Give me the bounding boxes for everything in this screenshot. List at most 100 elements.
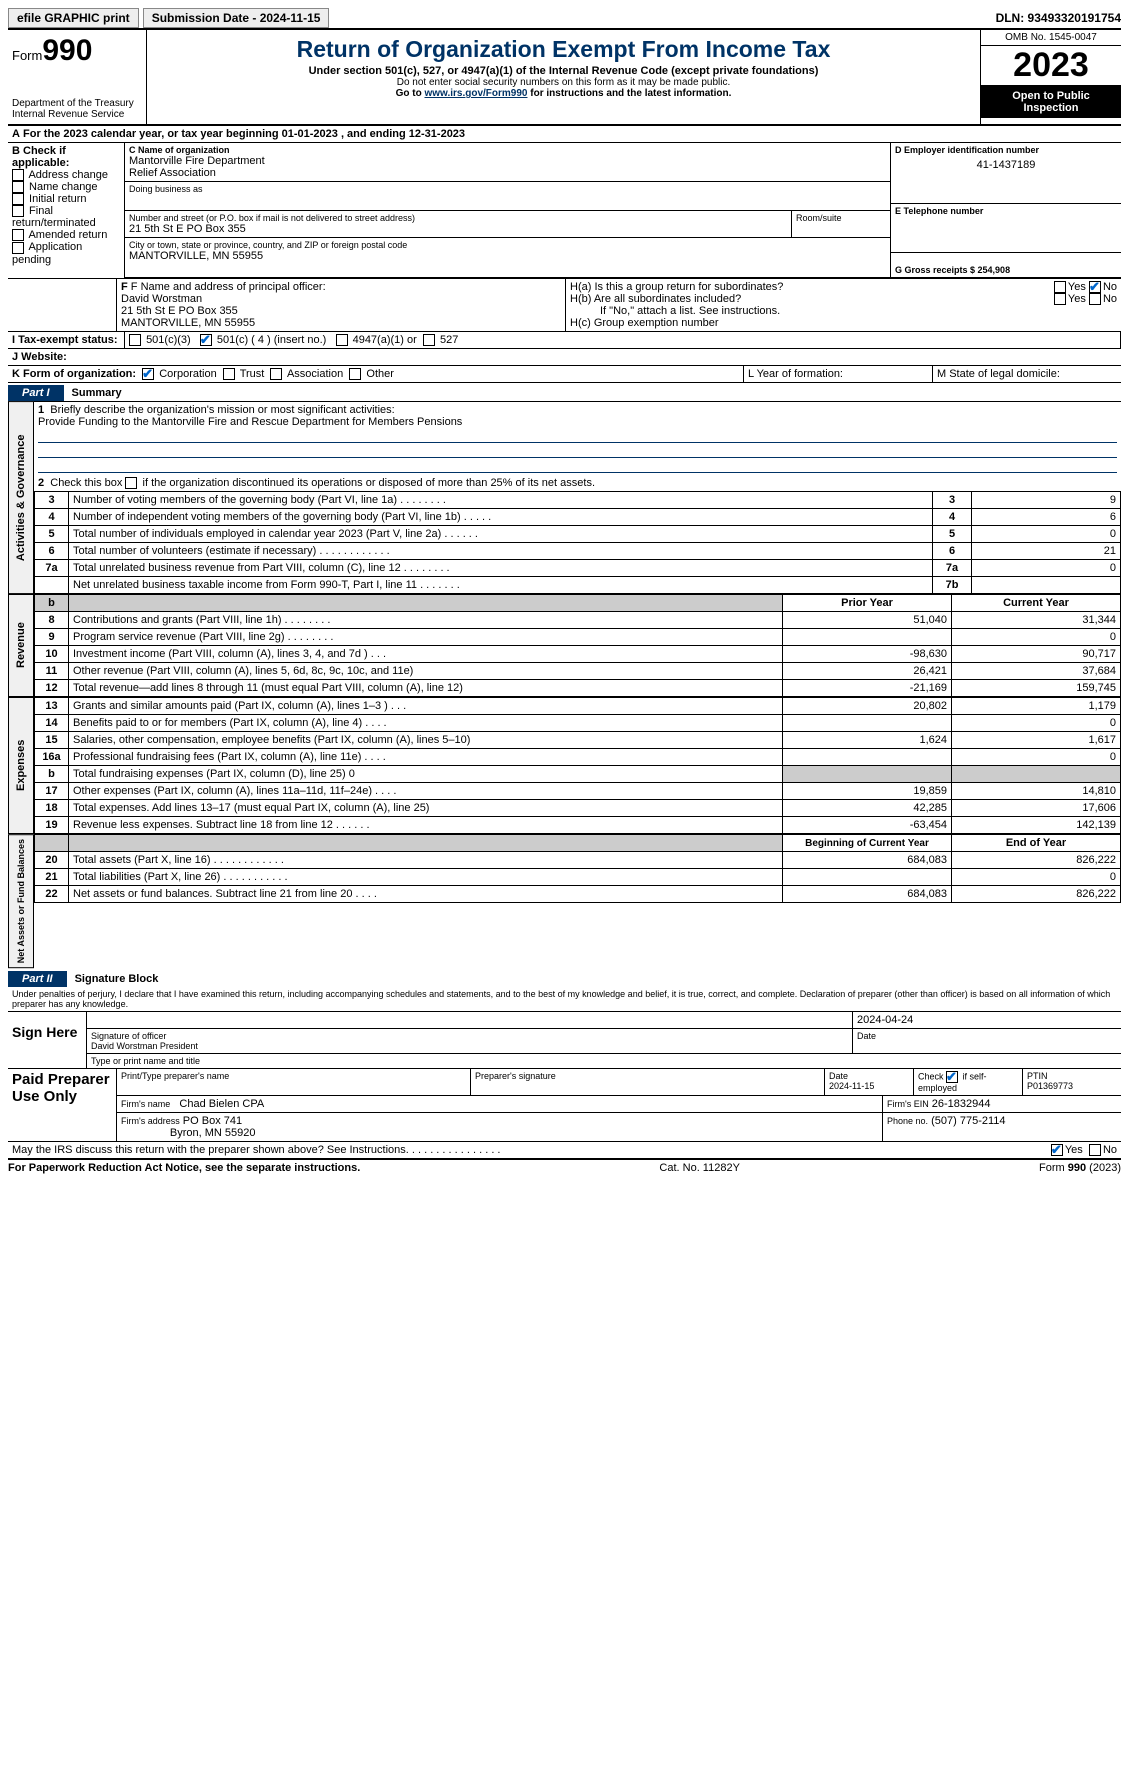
box-b-label: B Check if applicable: — [12, 145, 120, 169]
begin-year-header: Beginning of Current Year — [783, 835, 952, 852]
efile-button[interactable]: efile GRAPHIC print — [8, 8, 139, 28]
firm-addr1: PO Box 741 — [183, 1115, 242, 1127]
table-row: 17Other expenses (Part IX, column (A), l… — [35, 783, 1121, 800]
527-checkbox[interactable] — [423, 334, 435, 346]
entity-block: B Check if applicable: Address change Na… — [8, 143, 1121, 279]
box-l-label: L Year of formation: — [744, 366, 933, 382]
assoc-checkbox[interactable] — [270, 368, 282, 380]
net-assets-section: Net Assets or Fund Balances Beginning of… — [8, 834, 1121, 968]
top-bar: efile GRAPHIC print Submission Date - 20… — [8, 8, 1121, 30]
table-row: 20Total assets (Part X, line 16) . . . .… — [35, 852, 1121, 869]
501c3-checkbox[interactable] — [129, 334, 141, 346]
self-employed-cell: Check if self-employed — [914, 1069, 1023, 1095]
sign-here-block: Sign Here 2024-04-24 Signature of office… — [8, 1012, 1121, 1069]
submission-button[interactable]: Submission Date - 2024-11-15 — [143, 8, 330, 28]
ptin-label: PTIN — [1027, 1071, 1048, 1081]
box-b-option: Name change — [12, 181, 120, 193]
trust-checkbox[interactable] — [223, 368, 235, 380]
summary-section: Activities & Governance 1 Briefly descri… — [8, 401, 1121, 594]
firm-ein-value: 26-1832944 — [932, 1098, 991, 1110]
sig-officer-label: Signature of officer — [91, 1031, 848, 1041]
addr-label: Number and street (or P.O. box if mail i… — [129, 213, 787, 223]
form-subtitle: Under section 501(c), 527, or 4947(a)(1)… — [151, 65, 976, 77]
table-row: 4Number of independent voting members of… — [35, 509, 1121, 526]
ha-no-checkbox[interactable] — [1089, 281, 1101, 293]
inspection-label: Open to Public Inspection — [981, 86, 1121, 118]
box-b-option: Amended return — [12, 229, 120, 241]
box-e-label: E Telephone number — [891, 204, 1121, 253]
prep-date-label: Date — [829, 1071, 848, 1081]
box-d-label: D Employer identification number — [895, 145, 1117, 155]
table-row: 12Total revenue—add lines 8 through 11 (… — [35, 680, 1121, 697]
phone-label: Phone no. — [887, 1116, 928, 1126]
sidebar-net-assets: Net Assets or Fund Balances — [8, 834, 34, 968]
date-label: Date — [852, 1029, 1121, 1053]
firm-addr2: Byron, MN 55920 — [170, 1127, 256, 1139]
checkbox[interactable] — [12, 169, 24, 181]
checkbox[interactable] — [12, 181, 24, 193]
form-org-row: K Form of organization: Corporation Trus… — [8, 366, 1121, 383]
paid-preparer-label: Paid Preparer Use Only — [8, 1069, 117, 1141]
firm-addr-label: Firm's address — [121, 1116, 180, 1126]
hb-yes-checkbox[interactable] — [1054, 293, 1066, 305]
ein-value: 41-1437189 — [895, 159, 1117, 171]
checkbox[interactable] — [12, 242, 24, 254]
l1-label: Briefly describe the organization's miss… — [50, 404, 394, 416]
sidebar-governance: Activities & Governance — [8, 401, 34, 594]
table-row: 16aProfessional fundraising fees (Part I… — [35, 749, 1121, 766]
table-row: 22Net assets or fund balances. Subtract … — [35, 886, 1121, 903]
box-m-label: M State of legal domicile: — [933, 366, 1121, 382]
current-year-header: Current Year — [952, 595, 1121, 612]
sig-date1: 2024-04-24 — [852, 1012, 1121, 1028]
officer-group-block: F F Name and address of principal office… — [8, 279, 1121, 331]
form-title: Return of Organization Exempt From Incom… — [151, 36, 976, 63]
table-row: 21Total liabilities (Part X, line 26) . … — [35, 869, 1121, 886]
other-checkbox[interactable] — [349, 368, 361, 380]
table-row: 18Total expenses. Add lines 13–17 (must … — [35, 800, 1121, 817]
ssn-note: Do not enter social security numbers on … — [151, 77, 976, 88]
l2-checkbox[interactable] — [125, 477, 137, 489]
room-label: Room/suite — [792, 211, 890, 237]
sidebar-expenses: Expenses — [8, 697, 34, 834]
end-year-header: End of Year — [952, 835, 1121, 852]
checkbox[interactable] — [12, 193, 24, 205]
part2-header: Part II Signature Block — [8, 971, 1121, 987]
prior-year-header: Prior Year — [783, 595, 952, 612]
4947-checkbox[interactable] — [336, 334, 348, 346]
501c-checkbox[interactable] — [200, 334, 212, 346]
corp-checkbox[interactable] — [142, 368, 154, 380]
table-row: 6Total number of volunteers (estimate if… — [35, 543, 1121, 560]
governance-table: 3Number of voting members of the governi… — [34, 491, 1121, 594]
officer-signed-name: David Worstman President — [91, 1041, 848, 1051]
discuss-yes-checkbox[interactable] — [1051, 1144, 1063, 1156]
org-name: Mantorville Fire Department Relief Assoc… — [129, 155, 886, 179]
table-row: 11Other revenue (Part VIII, column (A), … — [35, 663, 1121, 680]
officer-addr1: 21 5th St E PO Box 355 — [121, 305, 561, 317]
firm-ein-label: Firm's EIN — [887, 1099, 929, 1109]
officer-addr2: MANTORVILLE, MN 55955 — [121, 317, 561, 329]
table-row: 7aTotal unrelated business revenue from … — [35, 560, 1121, 577]
table-row: bTotal fundraising expenses (Part IX, co… — [35, 766, 1121, 783]
self-employed-checkbox[interactable] — [946, 1071, 958, 1083]
irs-link[interactable]: www.irs.gov/Form990 — [424, 88, 527, 99]
part1-header: Part I Summary — [8, 385, 1121, 401]
website-row: J Website: — [8, 349, 1121, 366]
prep-name-label: Print/Type preparer's name — [117, 1069, 471, 1095]
hb-no-checkbox[interactable] — [1089, 293, 1101, 305]
discuss-row: May the IRS discuss this return with the… — [8, 1142, 1121, 1159]
h-b-note: If "No," attach a list. See instructions… — [570, 305, 1117, 317]
checkbox[interactable] — [12, 229, 24, 241]
table-row: 3Number of voting members of the governi… — [35, 492, 1121, 509]
checkbox[interactable] — [12, 205, 24, 217]
box-b-option: Final return/terminated — [12, 205, 120, 229]
page-footer: For Paperwork Reduction Act Notice, see … — [8, 1159, 1121, 1174]
discuss-no-checkbox[interactable] — [1089, 1144, 1101, 1156]
box-b-option: Initial return — [12, 193, 120, 205]
cat-no: Cat. No. 11282Y — [659, 1162, 740, 1174]
table-row: Net unrelated business taxable income fr… — [35, 577, 1121, 594]
table-row: 15Salaries, other compensation, employee… — [35, 732, 1121, 749]
ha-yes-checkbox[interactable] — [1054, 281, 1066, 293]
h-c-row: H(c) Group exemption number — [570, 317, 1117, 329]
net-assets-table: Beginning of Current YearEnd of Year 20T… — [34, 834, 1121, 903]
h-b-row: H(b) Are all subordinates included? Yes … — [570, 293, 1117, 305]
